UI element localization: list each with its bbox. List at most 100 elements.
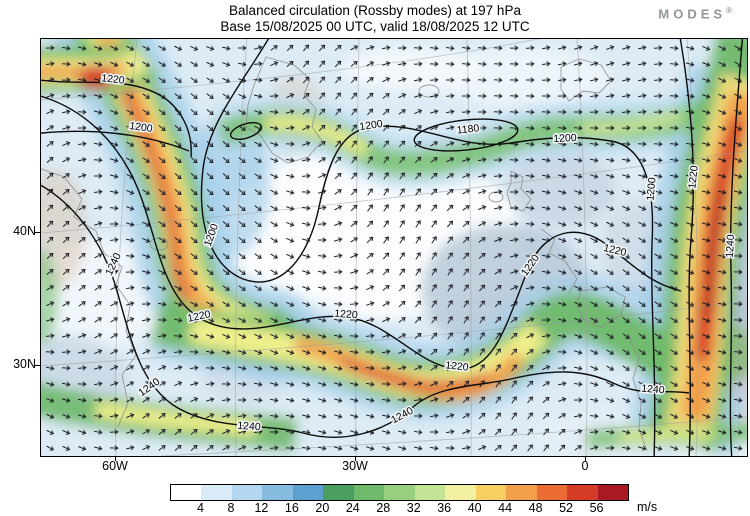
wind-arrow-icon (286, 237, 295, 243)
wind-arrow-icon (318, 141, 326, 147)
colorbar-segment (292, 485, 324, 500)
wind-arrow-icon (351, 140, 357, 148)
wind-arrow-icon (606, 189, 615, 195)
wind-arrow-icon (525, 141, 535, 147)
wind-arrow-icon (126, 125, 135, 131)
wind-arrow-icon (318, 349, 327, 355)
wind-arrow-icon (685, 189, 695, 195)
wind-arrow-icon (301, 429, 311, 435)
wind-arrow-icon (622, 269, 630, 275)
wind-arrow-icon (525, 189, 535, 195)
wind-arrow-icon (525, 237, 535, 243)
wind-arrow-icon (702, 62, 711, 67)
colorbar-segment (567, 485, 598, 500)
wind-arrow-icon (733, 253, 743, 259)
wind-arrow-icon (367, 188, 373, 196)
wind-arrow-icon (510, 285, 519, 291)
wind-arrow-icon (718, 429, 727, 435)
wind-arrow-icon (286, 350, 295, 355)
wind-arrow-icon (558, 397, 567, 403)
wind-arrow-icon (510, 348, 518, 356)
wind-arrow-icon (269, 429, 279, 435)
wind-arrow-icon (509, 109, 519, 115)
wind-arrow-icon (525, 285, 535, 291)
wind-arrow-icon (686, 205, 695, 211)
wind-arrow-icon (61, 93, 71, 99)
wind-arrow-icon (638, 237, 646, 243)
wind-arrow-icon (431, 236, 437, 244)
wind-arrow-icon (158, 157, 166, 163)
wind-arrow-icon (462, 429, 471, 435)
wind-arrow-icon (429, 429, 439, 435)
wind-arrow-icon (142, 397, 150, 403)
wind-arrow-icon (542, 349, 551, 355)
wind-arrow-icon (718, 413, 727, 419)
wind-arrow-icon (318, 381, 327, 387)
wind-arrow-icon (77, 381, 87, 387)
wind-arrow-icon (270, 333, 279, 339)
wind-arrow-icon (686, 365, 695, 371)
wind-arrow-icon (654, 365, 662, 371)
wind-arrow-icon (45, 61, 55, 67)
wind-arrow-icon (606, 45, 615, 51)
wind-arrow-icon (238, 109, 247, 115)
wind-arrow-icon (509, 205, 519, 211)
wind-arrow-icon (494, 269, 502, 275)
contour-label: 1220 (686, 165, 700, 190)
wind-arrow-icon (334, 445, 343, 451)
wind-arrow-icon (573, 157, 583, 163)
wind-arrow-icon (302, 92, 310, 100)
contour-label: 1240 (724, 234, 737, 258)
wind-arrow-icon (414, 349, 422, 355)
wind-arrow-icon (431, 300, 437, 308)
wind-arrow-icon (350, 429, 359, 435)
wind-arrow-icon (302, 269, 311, 275)
wind-arrow-icon (269, 445, 279, 451)
wind-arrow-icon (221, 397, 231, 403)
wind-arrow-icon (733, 317, 743, 323)
wind-arrow-icon (222, 141, 230, 147)
wind-arrow-icon (174, 221, 182, 227)
wind-arrow-icon (158, 205, 166, 211)
wind-arrow-icon (270, 45, 278, 51)
wind-arrow-icon (222, 125, 230, 131)
wind-arrow-icon (349, 365, 359, 371)
wind-arrow-icon (622, 61, 631, 67)
wind-arrow-icon (477, 157, 487, 163)
wind-arrow-icon (366, 61, 375, 67)
wind-arrow-icon (238, 253, 246, 259)
wind-arrow-icon (717, 269, 727, 275)
wind-arrow-icon (477, 93, 487, 99)
wind-arrow-icon (62, 141, 71, 147)
wind-arrow-icon (238, 301, 246, 307)
wind-arrow-icon (382, 445, 391, 451)
wind-arrow-icon (447, 236, 453, 244)
wind-arrow-icon (399, 268, 405, 276)
wind-arrow-icon (382, 61, 391, 67)
wind-arrow-icon (253, 397, 263, 403)
wind-arrow-icon (174, 93, 182, 99)
wind-arrow-icon (366, 45, 375, 51)
colorbar-segment (323, 485, 354, 500)
wind-arrow-icon (495, 348, 501, 356)
wind-arrow-icon (254, 301, 262, 307)
wind-arrow-icon (541, 61, 551, 67)
wind-arrow-icon (509, 93, 519, 99)
contour-label: 1220 (101, 72, 126, 86)
wind-arrow-icon (174, 253, 182, 259)
wind-arrow-icon (318, 44, 326, 52)
wind-arrow-icon (317, 445, 327, 451)
wind-arrow-icon (269, 93, 279, 99)
wind-arrow-icon (431, 252, 437, 260)
wind-arrow-icon (206, 285, 214, 291)
wind-arrow-icon (733, 349, 743, 355)
wind-arrow-icon (590, 173, 599, 179)
wind-arrow-icon (285, 125, 295, 131)
wind-arrow-icon (622, 333, 630, 339)
wind-arrow-icon (509, 77, 519, 83)
wind-arrow-icon (446, 173, 454, 179)
wind-arrow-icon (669, 109, 679, 115)
wind-arrow-icon (142, 365, 150, 371)
wind-arrow-icon (110, 365, 119, 371)
wind-arrow-icon (462, 157, 471, 163)
